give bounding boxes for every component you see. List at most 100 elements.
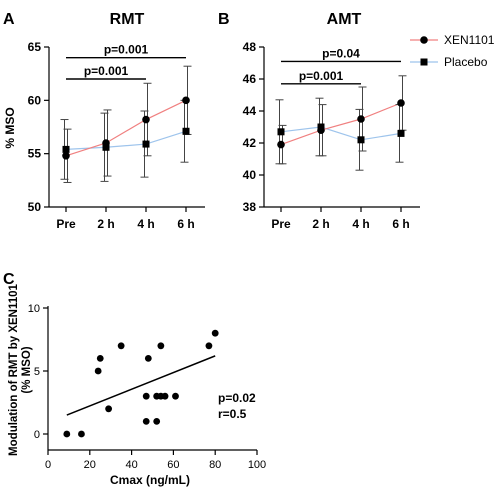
panel-a-x-tick-label: 2 h: [97, 217, 114, 231]
panel-c-data-point: [205, 342, 213, 350]
panel-b-series: [275, 75, 407, 171]
legend-xen-label: XEN1101: [444, 33, 495, 47]
panel-b-y-tick-label: 38: [243, 200, 257, 214]
panel-a-placebo-point: [102, 143, 110, 151]
panel-a-significance-label: p=0.001: [104, 43, 149, 57]
panel-b-significance-label: p=0.04: [322, 46, 360, 60]
panel-a-placebo-line: [65, 130, 187, 150]
panel-c-x-axis-label: Cmax (ng/mL): [110, 473, 190, 487]
panel-c-data-point: [63, 430, 71, 438]
panel-b-x-tick-label: Pre: [271, 217, 291, 231]
panel-b-xen1101-point: [357, 115, 365, 123]
legend-xen-marker: [420, 36, 428, 44]
panel-c-data-point: [161, 392, 169, 400]
panel-b-xen1101-point: [277, 140, 285, 149]
panel-c-points: [63, 329, 219, 438]
panel-c-fit: [66, 355, 216, 416]
panel-b-y-tick-label: 44: [243, 104, 257, 118]
panel-a-y-ticks: 50 55 60 65: [28, 40, 49, 214]
panel-b-y-tick-label: 42: [243, 136, 257, 150]
panel-c-y-axis-label-line-2: (% MSO): [21, 346, 33, 393]
panel-b-title: AMT: [327, 11, 362, 28]
panel-b-x-tick-label: 4 h: [352, 217, 369, 231]
panel-b-y-ticks: 38 40 42 44 46 48: [243, 40, 264, 214]
panel-b-placebo-point: [277, 128, 285, 136]
panel-a-xen1101-point: [182, 96, 190, 105]
panel-a-y-axis-label: % MSO: [3, 107, 17, 148]
panel-a-y-tick-label: 65: [28, 40, 42, 54]
legend-placebo-marker: [420, 58, 428, 66]
legend: XEN1101 Placebo: [410, 33, 495, 69]
panel-c-scatter: C Modulation of RMT by XEN1101 (% MSO) C…: [3, 271, 266, 487]
panel-a-x-tick-label: 4 h: [137, 217, 154, 231]
panel-a-significance-label: p=0.001: [84, 64, 129, 78]
panel-b-y-tick-label: 46: [243, 72, 257, 86]
panel-b-y-tick-label: 40: [243, 168, 257, 182]
panel-c-annotation-p: p=0.02: [218, 391, 256, 405]
panel-b-placebo-point: [397, 129, 405, 137]
panel-c-regression-line: [66, 355, 216, 416]
panel-c-data-point: [211, 329, 219, 337]
legend-placebo-label: Placebo: [444, 55, 488, 69]
panel-a-placebo-point: [142, 140, 150, 148]
panel-b-letter: B: [218, 11, 230, 28]
panel-c-data-point: [172, 392, 179, 400]
panel-c-data-point: [142, 418, 150, 425]
panel-c-data-point: [94, 367, 102, 375]
panel-c-y-tick-label: 0: [34, 429, 40, 441]
panel-c-y-tick-label: 5: [34, 366, 40, 378]
panel-c-x-tick-label: 40: [125, 459, 137, 471]
panel-a-y-tick-label: 50: [28, 200, 42, 214]
panel-c-y-axis-label-line-1: Modulation of RMT by XEN1101: [8, 283, 20, 455]
panel-c-data-point: [157, 342, 165, 350]
panel-b-placebo-point: [357, 136, 365, 144]
panel-a-title: RMT: [110, 11, 145, 28]
panel-a-xen1101-point: [62, 152, 70, 160]
panel-a-letter: A: [3, 11, 15, 28]
panel-a-rmt: A RMT % MSO 50 55 60 65 Pre 2 h 4 h 6 h p=0.00…: [3, 11, 205, 231]
panel-b-xen1101-line: [280, 102, 402, 146]
panel-a-xen1101-point: [142, 115, 150, 124]
panel-c-x-tick-label: 100: [248, 459, 266, 471]
panel-c-letter: C: [3, 271, 15, 288]
panel-b-significance: p=0.04 p=0.001: [281, 46, 401, 85]
panel-a-xen1101-point: [102, 139, 110, 147]
panel-b-x-tick-label: 2 h: [312, 217, 329, 231]
panel-a-significance: p=0.001 p=0.001: [66, 43, 186, 80]
panel-c-axes: [47, 306, 257, 451]
panel-c-data-point: [78, 430, 85, 438]
panel-c-data-point: [117, 342, 125, 350]
panel-a-series: [60, 65, 192, 183]
panel-a-x-tick-label: 6 h: [177, 217, 194, 231]
panel-b-xen1101-point: [317, 126, 325, 134]
panel-c-data-point: [105, 405, 113, 413]
panel-c-data-point: [142, 392, 150, 400]
panel-b-xen1101-point: [397, 99, 405, 107]
panel-c-data-point: [144, 355, 152, 362]
panel-c-y-tick-label: 10: [28, 303, 40, 315]
panel-c-data-point: [96, 355, 104, 362]
panel-b-y-tick-label: 48: [243, 40, 257, 54]
panel-c-x-tick-label: 80: [209, 459, 221, 471]
panel-a-placebo-point: [62, 145, 70, 153]
panel-c-x-tick-label: 60: [167, 459, 179, 471]
panel-c-annotation-r: r=0.5: [218, 407, 247, 421]
panel-a-y-tick-label: 55: [28, 147, 42, 161]
panel-c-x-tick-label: 0: [45, 459, 51, 471]
panel-a-axes: [48, 47, 205, 208]
panel-a-placebo-point: [182, 127, 190, 135]
panel-b-axes: [263, 47, 420, 208]
panel-b-placebo-line: [280, 126, 402, 141]
panel-a-x-ticks: Pre 2 h 4 h 6 h: [56, 207, 195, 231]
panel-b-x-ticks: Pre 2 h 4 h 6 h: [271, 207, 410, 231]
panel-c-x-tick-label: 20: [84, 459, 96, 471]
panel-c-data-point: [153, 418, 161, 425]
panel-a-x-tick-label: Pre: [56, 217, 76, 231]
panel-a-xen1101-line: [65, 99, 187, 157]
panel-b-x-tick-label: 6 h: [392, 217, 409, 231]
panel-b-significance-label: p=0.001: [299, 69, 344, 83]
panel-a-y-tick-label: 60: [28, 93, 42, 107]
